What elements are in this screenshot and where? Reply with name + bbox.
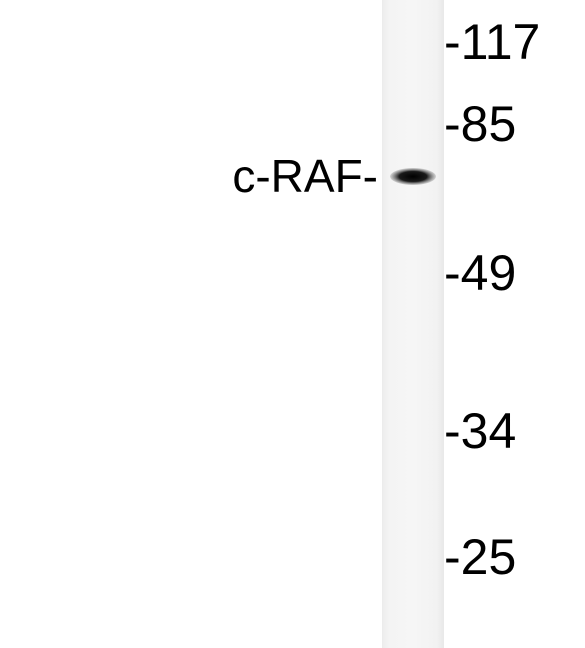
protein-label: c-RAF-	[232, 150, 378, 202]
marker-34: -34	[444, 403, 517, 459]
marker-25: -25	[444, 529, 517, 585]
marker-49: -49	[444, 245, 517, 301]
blot-lane	[382, 0, 444, 648]
protein-band	[389, 167, 437, 186]
marker-85: -85	[444, 96, 517, 152]
marker-117: -117	[444, 14, 541, 70]
